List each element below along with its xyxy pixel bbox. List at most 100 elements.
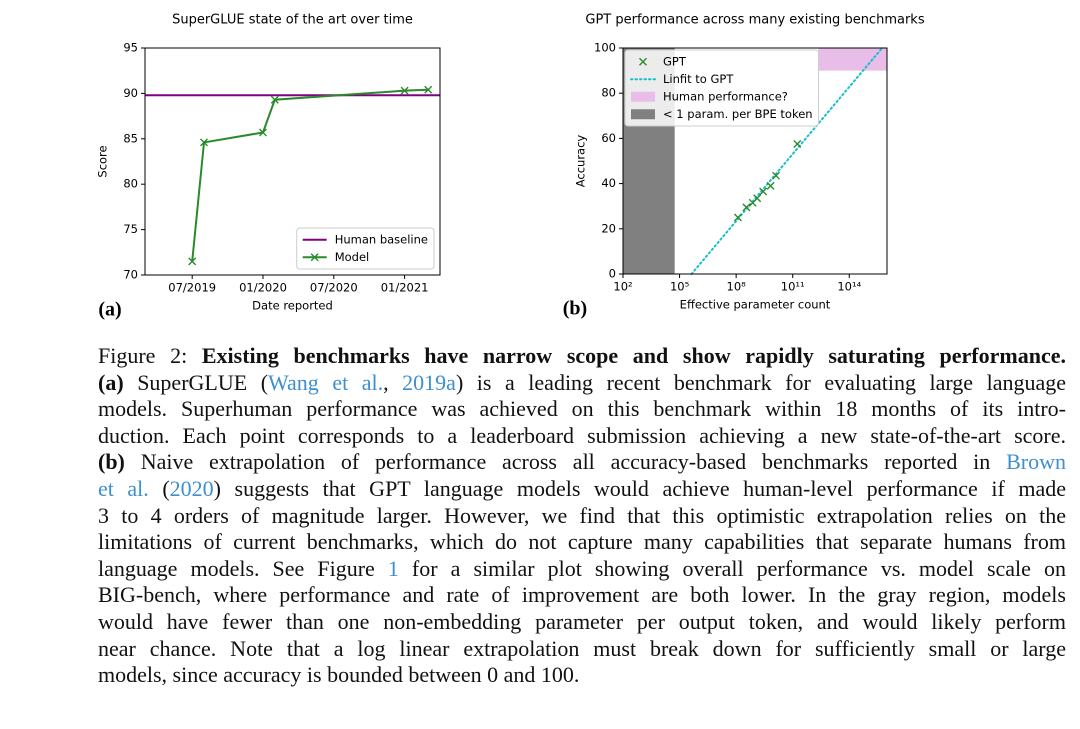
citation-link[interactable]: Wang et al. xyxy=(268,369,384,395)
caption-text: (b) xyxy=(98,449,125,475)
caption-line: (b) Naive extrapolation of performance a… xyxy=(98,449,1066,476)
y-tick-label: 40 xyxy=(601,176,616,190)
y-tick-label: 75 xyxy=(123,222,138,236)
caption-text: Figure 2: xyxy=(98,343,202,368)
legend-label: Model xyxy=(335,250,370,264)
plot-frame xyxy=(144,47,441,276)
marker xyxy=(400,86,409,95)
legend-label: GPT xyxy=(663,54,687,68)
marker xyxy=(188,257,197,266)
legend-swatch xyxy=(310,253,319,262)
caption-line: language models. See Figure 1 for a simi… xyxy=(98,556,1066,583)
legend-label: Linfit to GPT xyxy=(663,72,734,86)
legend-label: Human baseline xyxy=(335,232,428,246)
legend-label: Human performance? xyxy=(663,89,788,103)
y-tick-label: 70 xyxy=(123,268,138,282)
caption-line: duction. Each point corresponds to a lea… xyxy=(98,423,1066,450)
caption-text: (a) xyxy=(98,369,124,395)
citation-link[interactable]: 2020 xyxy=(169,475,214,501)
caption-text: 3 to 4 orders of magnitude larger. Howev… xyxy=(98,502,1066,528)
panel-label: (b) xyxy=(563,298,587,320)
caption-text: duction. Each point corresponds to a lea… xyxy=(98,422,1066,448)
caption-line: models. Superhuman performance was achie… xyxy=(98,396,1066,423)
caption-text: ) is a leading recent benchmark for eval… xyxy=(455,369,1066,395)
x-axis-label: Effective parameter count xyxy=(680,298,831,312)
caption-text: ( xyxy=(148,475,170,501)
y-axis-label: Accuracy xyxy=(574,135,588,188)
caption-text: SuperGLUE ( xyxy=(123,369,269,395)
x-tick-label: 01/2020 xyxy=(239,281,287,295)
caption-text: language models. See Figure xyxy=(98,555,388,581)
caption-line: near chance. Note that a log linear extr… xyxy=(98,636,1066,663)
legend-box xyxy=(296,227,435,270)
marker xyxy=(270,95,279,104)
caption-text: , xyxy=(383,369,403,395)
marker xyxy=(742,203,751,212)
fit-line xyxy=(690,47,884,275)
figure: SuperGLUE state of the art over time Date… xyxy=(96,13,925,321)
caption-text: BIG-bench, where performance and rate of… xyxy=(98,582,1066,608)
chart-title: GPT performance across many existing ben… xyxy=(585,13,924,28)
shaded-region xyxy=(818,48,887,71)
chart-title: SuperGLUE state of the art over time xyxy=(172,13,413,28)
caption-text: models, since accuracy is bounded betwee… xyxy=(98,662,580,688)
plot-frame xyxy=(622,47,888,275)
caption-line: models, since accuracy is bounded betwee… xyxy=(98,662,1066,689)
legend-swatch xyxy=(631,109,655,120)
marker xyxy=(772,171,781,180)
y-tick-label: 0 xyxy=(609,267,616,281)
caption: Figure 2: Existing benchmarks have narro… xyxy=(98,343,1066,689)
x-tick-label: 10⁵ xyxy=(670,280,690,294)
caption-text: Naive extrapolation of performance acros… xyxy=(124,449,1007,475)
citation-link[interactable]: 1 xyxy=(387,555,399,581)
y-tick-label: 80 xyxy=(123,177,138,191)
x-tick-label: 10¹⁴ xyxy=(837,280,861,294)
citation-link[interactable]: Brown xyxy=(1006,449,1066,475)
marker xyxy=(753,194,762,203)
x-tick-label: 10¹¹ xyxy=(781,280,805,294)
y-tick-label: 90 xyxy=(123,86,138,100)
marker xyxy=(733,213,742,222)
caption-text: ) suggests that GPT language models woul… xyxy=(213,475,1066,501)
citation-link[interactable]: et al. xyxy=(98,475,149,501)
marker xyxy=(424,85,433,94)
marker xyxy=(759,187,768,196)
x-tick-label: 07/2020 xyxy=(310,281,358,295)
legend-label: < 1 param. per BPE token xyxy=(663,107,813,121)
marker xyxy=(200,138,208,147)
caption-text: for a similar plot showing overall perfo… xyxy=(398,555,1066,581)
y-tick-label: 80 xyxy=(601,86,616,100)
citation-link[interactable]: 2019a xyxy=(402,369,456,395)
y-tick-label: 60 xyxy=(601,131,616,145)
caption-line: 3 to 4 orders of magnitude larger. Howev… xyxy=(98,503,1066,530)
legend-swatch xyxy=(639,57,647,66)
y-tick-label: 20 xyxy=(601,221,616,235)
legend-swatch xyxy=(631,91,655,102)
caption-line: Figure 2: Existing benchmarks have narro… xyxy=(98,343,1066,370)
caption-text: Existing benchmarks have narrow scope an… xyxy=(201,343,1066,368)
caption-line: et al. (2020) suggests that GPT language… xyxy=(98,476,1066,503)
y-tick-label: 100 xyxy=(594,41,616,55)
marker xyxy=(259,128,267,137)
caption-text: near chance. Note that a log linear extr… xyxy=(98,635,1066,661)
caption-line: (a) SuperGLUE (Wang et al., 2019a) is a … xyxy=(98,370,1066,397)
caption-text: models. Superhuman performance was achie… xyxy=(98,396,1066,422)
marker xyxy=(766,181,775,190)
y-tick-label: 95 xyxy=(123,41,138,55)
x-tick-label: 10⁸ xyxy=(727,280,747,294)
x-axis-label: Date reported xyxy=(252,299,333,313)
caption-line: BIG-bench, where performance and rate of… xyxy=(98,582,1066,609)
caption-text: would have fewer than one non-embedding … xyxy=(98,608,1066,634)
marker xyxy=(793,140,802,149)
x-tick-label: 10² xyxy=(613,280,632,294)
x-tick-label: 07/2019 xyxy=(168,281,216,295)
caption-text: limitations of current benchmarks, which… xyxy=(98,529,1066,555)
x-tick-label: 01/2021 xyxy=(381,281,429,295)
panel-label: (a) xyxy=(98,299,121,321)
series-line xyxy=(191,88,429,262)
caption-line: would have fewer than one non-embedding … xyxy=(98,609,1066,636)
y-tick-label: 85 xyxy=(123,131,138,145)
legend-box xyxy=(624,49,820,127)
y-axis-label: Score xyxy=(96,145,110,177)
